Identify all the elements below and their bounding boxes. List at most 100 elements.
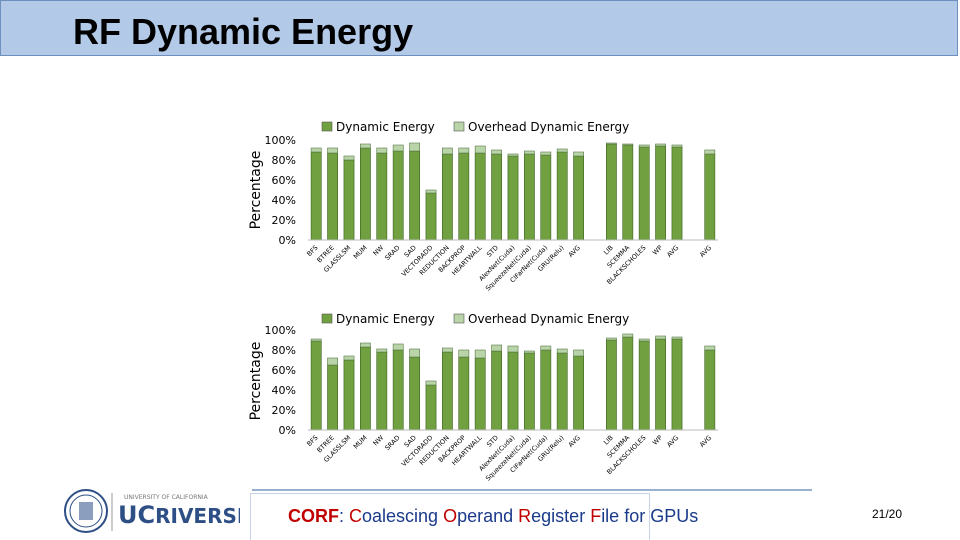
x-tick-label: AVG [567, 434, 582, 449]
bar-overhead [392, 144, 404, 152]
bar-dynamic [458, 356, 470, 431]
x-tick-label: AVG [698, 434, 713, 449]
bar-overhead [458, 349, 470, 358]
title-bar: RF Dynamic Energy [0, 0, 958, 56]
bar-overhead [671, 144, 683, 148]
bar-overhead [392, 343, 404, 351]
bar-overhead [507, 153, 519, 157]
footer-part: egister [531, 506, 591, 526]
legend-swatch [453, 313, 465, 324]
bar-overhead [409, 142, 420, 152]
bar-dynamic [425, 384, 437, 431]
bar-overhead [360, 143, 371, 149]
bar-dynamic [606, 339, 617, 431]
bar-overhead [704, 345, 716, 351]
bar-dynamic [343, 359, 355, 431]
bar-dynamic [491, 350, 502, 431]
page-number: 21/20 [872, 507, 903, 521]
legend: Dynamic Energy Overhead Dynamic Energy [321, 120, 629, 134]
bar-overhead [442, 147, 453, 155]
y-tick-label: 60% [272, 364, 296, 377]
bar-overhead [491, 149, 502, 155]
bar-overhead [507, 345, 519, 353]
bar-overhead [573, 151, 584, 157]
bar-overhead [540, 345, 552, 351]
bar-overhead [556, 348, 568, 354]
bar-dynamic [622, 336, 634, 431]
x-tick-label: SRAD [383, 434, 401, 452]
bar-dynamic [704, 349, 716, 431]
y-tick-label: 20% [272, 214, 296, 227]
bar-dynamic [671, 338, 683, 431]
footer-part: R [518, 506, 532, 526]
bar-dynamic [310, 340, 322, 431]
bar-dynamic [327, 364, 338, 431]
bar-overhead [622, 143, 634, 146]
footer-part: perand [457, 506, 519, 526]
bar-overhead [491, 344, 502, 352]
y-tick-label: 80% [272, 344, 296, 357]
y-tick-label: 40% [272, 384, 296, 397]
x-tick-label: WP [651, 434, 664, 447]
legend-label: Overhead Dynamic Energy [468, 120, 629, 134]
bar-overhead [573, 349, 584, 357]
bar-dynamic [507, 351, 519, 431]
bar-overhead [540, 151, 552, 156]
legend-swatch [321, 313, 333, 324]
footer-part: ile for [601, 506, 651, 526]
bar-overhead [671, 336, 683, 340]
x-tick-label: LIB [602, 434, 615, 447]
logo-uc: UC [118, 501, 155, 529]
legend: Dynamic Energy Overhead Dynamic Energy [321, 312, 629, 326]
bar-overhead [458, 147, 470, 154]
footer-prefix: CORF [288, 506, 339, 526]
bar-overhead [606, 142, 617, 145]
footer-divider [252, 489, 812, 491]
bar-overhead [704, 149, 716, 155]
bar-overhead [474, 349, 486, 359]
legend-swatch [321, 121, 333, 132]
footer-part: F [590, 506, 602, 526]
bar-dynamic [573, 355, 584, 431]
legend-label: Dynamic Energy [336, 120, 435, 134]
bar-overhead [409, 348, 420, 358]
bar-overhead [310, 338, 322, 342]
logo-top-text: UNIVERSITY OF CALIFORNIA [124, 494, 209, 501]
bar-dynamic [442, 351, 453, 431]
y-tick-label: 0% [279, 234, 296, 247]
y-tick-label: 100% [265, 324, 296, 337]
ucr-logo: UNIVERSITY OF CALIFORNIA UCRIVERSIDE [64, 489, 240, 533]
bar-overhead [638, 338, 650, 342]
bar-overhead [655, 143, 666, 147]
footer-part: oalescing [362, 506, 444, 526]
footer-text: CORF: Coalescing Operand Register File f… [288, 504, 698, 528]
bar-dynamic [638, 340, 650, 431]
legend-label: Dynamic Energy [336, 312, 435, 326]
bar-overhead [327, 357, 338, 366]
bar-overhead [474, 145, 486, 154]
bar-overhead [343, 155, 355, 161]
bar-overhead [638, 144, 650, 148]
footer-part: C [349, 506, 363, 526]
bar-overhead [376, 348, 388, 353]
y-tick-label: 40% [272, 194, 296, 207]
y-tick-label: 80% [272, 154, 296, 167]
y-tick-label: 60% [272, 174, 296, 187]
footer-frame [250, 493, 650, 540]
footer-part: GPUs [650, 506, 699, 526]
bar-overhead [524, 350, 535, 354]
bar-overhead [622, 333, 634, 338]
bar-overhead [442, 347, 453, 353]
bar-dynamic [392, 349, 404, 431]
footer-part: : [339, 506, 350, 526]
bar-dynamic [524, 352, 535, 431]
bar-dynamic [474, 357, 486, 431]
y-tick-label: 0% [279, 424, 296, 437]
bar-dynamic [360, 346, 371, 431]
bar-dynamic [556, 352, 568, 431]
bar-dynamic [409, 356, 420, 431]
bar-dynamic [540, 349, 552, 431]
bar-overhead [655, 335, 666, 340]
